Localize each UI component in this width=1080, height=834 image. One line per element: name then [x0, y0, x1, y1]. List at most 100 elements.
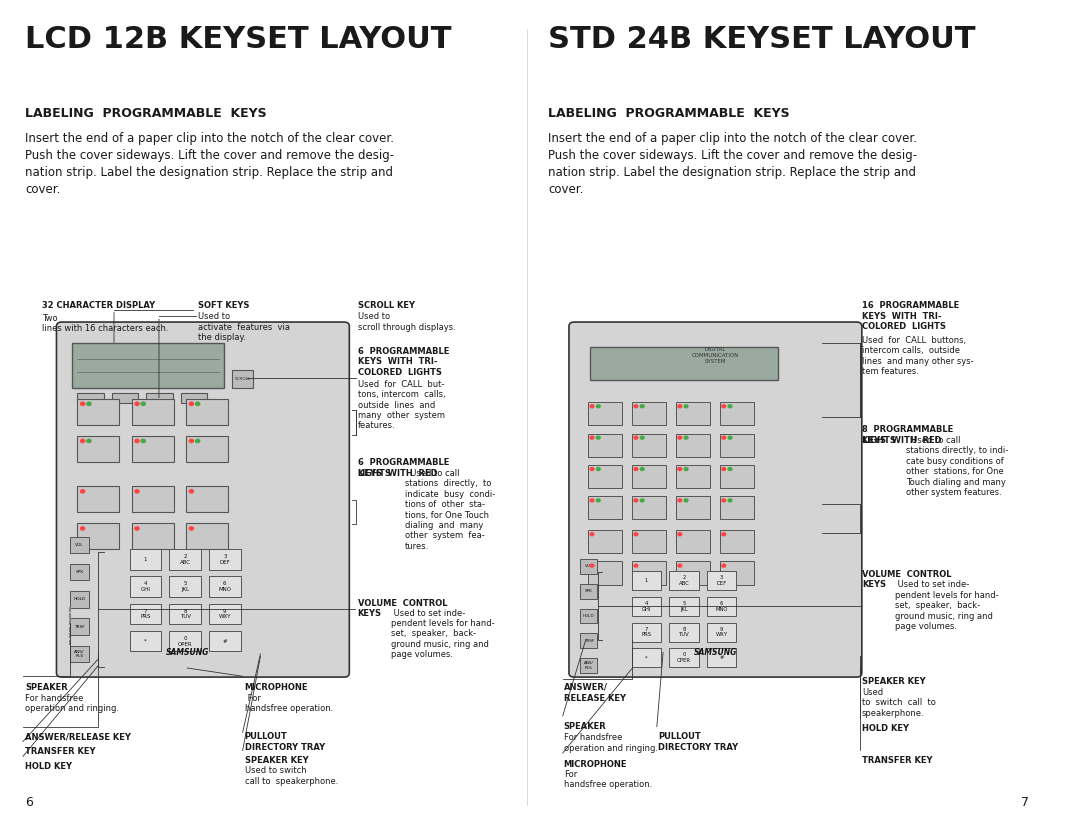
Bar [676, 402, 711, 425]
Circle shape [590, 564, 594, 567]
Text: SCROLL: SCROLL [234, 377, 251, 381]
Circle shape [728, 436, 732, 440]
Bar [707, 648, 737, 667]
Text: 5
JKL: 5 JKL [181, 581, 189, 592]
Text: TRSF: TRSF [75, 625, 85, 629]
Text: #: # [222, 639, 227, 644]
Bar [78, 399, 119, 425]
Bar [132, 436, 174, 462]
Circle shape [189, 527, 193, 530]
Bar [719, 561, 754, 585]
Text: LABELING  PROGRAMMABLE  KEYS: LABELING PROGRAMMABLE KEYS [548, 108, 789, 120]
Text: 0
OPER: 0 OPER [178, 636, 192, 646]
Bar [181, 393, 207, 403]
Text: ANSWER/: ANSWER/ [564, 683, 608, 692]
Bar [632, 434, 666, 457]
Bar [580, 633, 597, 648]
Circle shape [634, 564, 638, 567]
Circle shape [81, 490, 84, 493]
Bar [632, 648, 661, 667]
Circle shape [721, 436, 726, 440]
Circle shape [678, 436, 681, 440]
Text: 16  PROGRAMMABLE
KEYS  WITH  TRI-
COLORED  LIGHTS: 16 PROGRAMMABLE KEYS WITH TRI- COLORED L… [862, 301, 959, 331]
Bar [78, 436, 119, 462]
Bar [670, 623, 699, 641]
Bar [632, 571, 661, 590]
Circle shape [189, 440, 193, 443]
Bar [719, 530, 754, 553]
Circle shape [678, 564, 681, 567]
Bar [132, 399, 174, 425]
Bar [719, 402, 754, 425]
Circle shape [640, 468, 644, 470]
Circle shape [195, 440, 200, 443]
Text: Used to call
stations  directly,  to
indicate  busy  condi-
tions of  other  sta: Used to call stations directly, to indic… [405, 469, 495, 550]
Circle shape [678, 468, 681, 470]
Circle shape [189, 402, 193, 405]
Text: For handsfree
operation and ringing.: For handsfree operation and ringing. [25, 694, 119, 713]
Text: VOLUME  CONTROL
KEYS: VOLUME CONTROL KEYS [862, 570, 951, 589]
Bar [186, 485, 228, 512]
Text: SCROLL KEY: SCROLL KEY [357, 301, 415, 310]
Text: 6  PROGRAMMABLE
KEYS  WITH  TRI-
COLORED  LIGHTS: 6 PROGRAMMABLE KEYS WITH TRI- COLORED LI… [357, 347, 449, 377]
Text: 6  PROGRAMMABLE
KEYS  WITH  RED: 6 PROGRAMMABLE KEYS WITH RED [357, 459, 449, 488]
Bar [588, 496, 622, 520]
Bar [78, 523, 119, 549]
Bar [130, 576, 161, 597]
Circle shape [685, 436, 688, 440]
Bar [132, 523, 174, 549]
Text: SAMSUNG: SAMSUNG [165, 648, 208, 657]
Bar [588, 402, 622, 425]
Text: SPK: SPK [76, 570, 83, 575]
Circle shape [81, 402, 84, 405]
Text: ANS/
RLS: ANS/ RLS [75, 650, 84, 658]
Circle shape [640, 404, 644, 408]
Text: Used to
activate  features  via
the display.: Used to activate features via the displa… [198, 312, 289, 342]
Bar [72, 343, 224, 388]
Text: HOLD: HOLD [583, 614, 595, 618]
Text: DIGITAL
COMMUNICATION
SYSTEM: DIGITAL COMMUNICATION SYSTEM [691, 347, 739, 364]
Bar [186, 436, 228, 462]
Text: HOLD: HOLD [73, 597, 85, 601]
Bar [70, 564, 89, 580]
Circle shape [721, 404, 726, 408]
Text: Used  for  CALL  but-
tons, intercom  calls,
outside  lines  and
many  other  sy: Used for CALL but- tons, intercom calls,… [357, 379, 445, 430]
Circle shape [721, 499, 726, 502]
Text: Used to set inde-
pendent levels for hand-
set,  speaker,  back-
ground music, r: Used to set inde- pendent levels for han… [895, 580, 999, 631]
Bar [130, 631, 161, 651]
Text: 4
GHI: 4 GHI [642, 601, 651, 612]
Text: 2
ABC: 2 ABC [179, 554, 190, 565]
Text: For
handsfree operation.: For handsfree operation. [245, 694, 333, 713]
Bar [170, 549, 201, 570]
Circle shape [590, 499, 594, 502]
Circle shape [685, 404, 688, 408]
Bar [70, 591, 89, 608]
Circle shape [728, 468, 732, 470]
Bar [70, 646, 89, 662]
Text: VOL: VOL [584, 565, 593, 569]
Bar [676, 434, 711, 457]
Bar [147, 393, 173, 403]
Text: SOFT KEYS: SOFT KEYS [198, 301, 249, 310]
Text: 6
MNO: 6 MNO [218, 581, 231, 592]
Text: SPEAKER: SPEAKER [564, 722, 607, 731]
Text: PULLOUT
DIRECTORY TRAY: PULLOUT DIRECTORY TRAY [245, 732, 325, 751]
Text: Used to
scroll through displays.: Used to scroll through displays. [357, 312, 456, 332]
Text: Insert the end of a paper clip into the notch of the clear cover.
Push the cover: Insert the end of a paper clip into the … [25, 132, 394, 196]
Text: Used to call
stations directly, to indi-
cate busy conditions of
other  stations: Used to call stations directly, to indi-… [906, 436, 1008, 497]
Text: TRANSFER KEY: TRANSFER KEY [862, 756, 932, 765]
Text: 7
PRS: 7 PRS [642, 626, 651, 637]
Text: MICROPHONE: MICROPHONE [245, 683, 308, 692]
Text: SPK: SPK [585, 589, 593, 593]
Bar [580, 658, 597, 673]
Bar [210, 576, 241, 597]
Circle shape [596, 499, 600, 502]
Text: SAMSUNG: SAMSUNG [693, 648, 737, 657]
FancyBboxPatch shape [569, 322, 862, 677]
Bar [676, 496, 711, 520]
Text: 9
WXY: 9 WXY [218, 609, 231, 620]
Text: Used to set inde-
pendent levels for hand-
set,  speaker,  back-
ground music, r: Used to set inde- pendent levels for han… [391, 609, 495, 659]
Bar [676, 465, 711, 488]
Bar [588, 465, 622, 488]
Circle shape [596, 404, 600, 408]
